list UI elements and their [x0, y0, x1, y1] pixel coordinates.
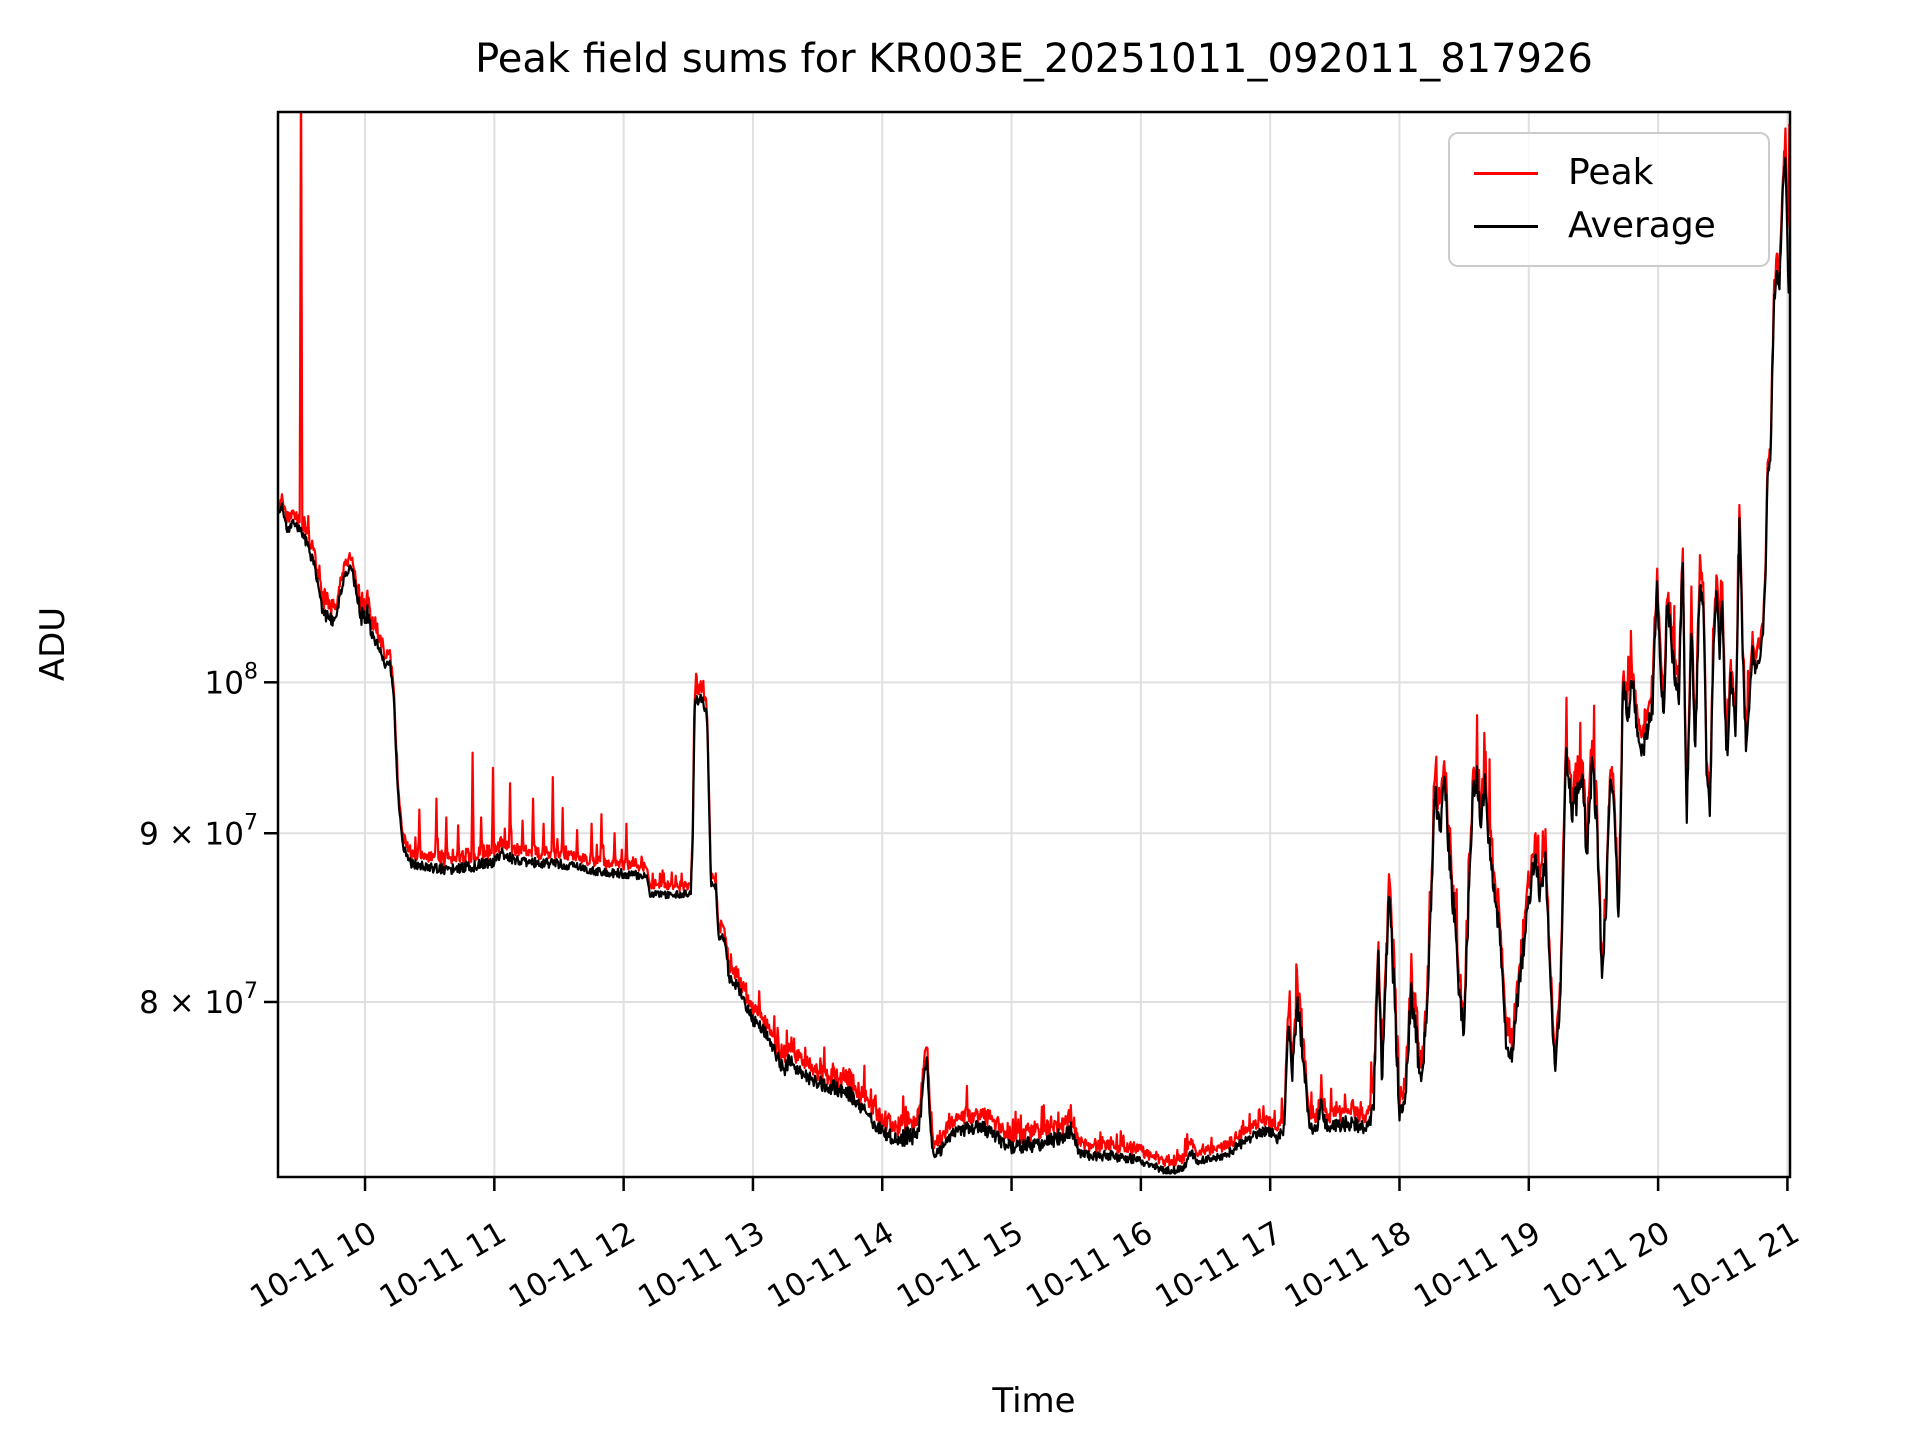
chart-title: Peak field sums for KR003E_20251011_0920… — [475, 36, 1593, 82]
y-axis-label: ADU — [33, 607, 73, 681]
peak-line-swatch — [1474, 171, 1538, 175]
x-tick-label: 10-11 11 — [374, 1215, 513, 1316]
plot-frame — [276, 110, 1792, 1179]
tick-marks — [264, 681, 1789, 1191]
x-tick-label: 10-11 16 — [1020, 1215, 1159, 1316]
x-tick-label: 10-11 21 — [1667, 1215, 1806, 1316]
x-tick-label: 10-11 15 — [891, 1215, 1030, 1316]
x-tick-label: 10-11 20 — [1537, 1215, 1676, 1316]
legend-label-average: Average — [1568, 205, 1716, 246]
legend-row-average: Average — [1450, 208, 1768, 244]
series-group — [278, 112, 1790, 1175]
x-tick-label: 10-11 10 — [244, 1215, 383, 1316]
average-line — [278, 156, 1790, 1175]
legend-row-peak: Peak — [1450, 155, 1768, 191]
y-tick-label: 8 × 107 — [139, 979, 258, 1021]
x-axis-label: Time — [991, 1381, 1075, 1421]
gridlines — [278, 112, 1790, 1177]
average-line-swatch — [1474, 224, 1538, 228]
x-tick-label: 10-11 18 — [1279, 1215, 1418, 1316]
legend-box: Peak Average — [1448, 132, 1770, 267]
x-tick-label: 10-11 12 — [503, 1215, 642, 1316]
x-tick-label: 10-11 14 — [762, 1215, 901, 1316]
peak-line — [278, 112, 1790, 1167]
x-tick-label: 10-11 17 — [1149, 1215, 1288, 1316]
x-tick-label: 10-11 19 — [1408, 1215, 1547, 1316]
y-tick-label: 108 — [205, 659, 258, 701]
x-tick-label: 10-11 13 — [632, 1215, 771, 1316]
y-tick-label: 9 × 107 — [139, 810, 258, 852]
axes-spines — [276, 110, 1792, 1179]
legend-label-peak: Peak — [1568, 152, 1654, 193]
